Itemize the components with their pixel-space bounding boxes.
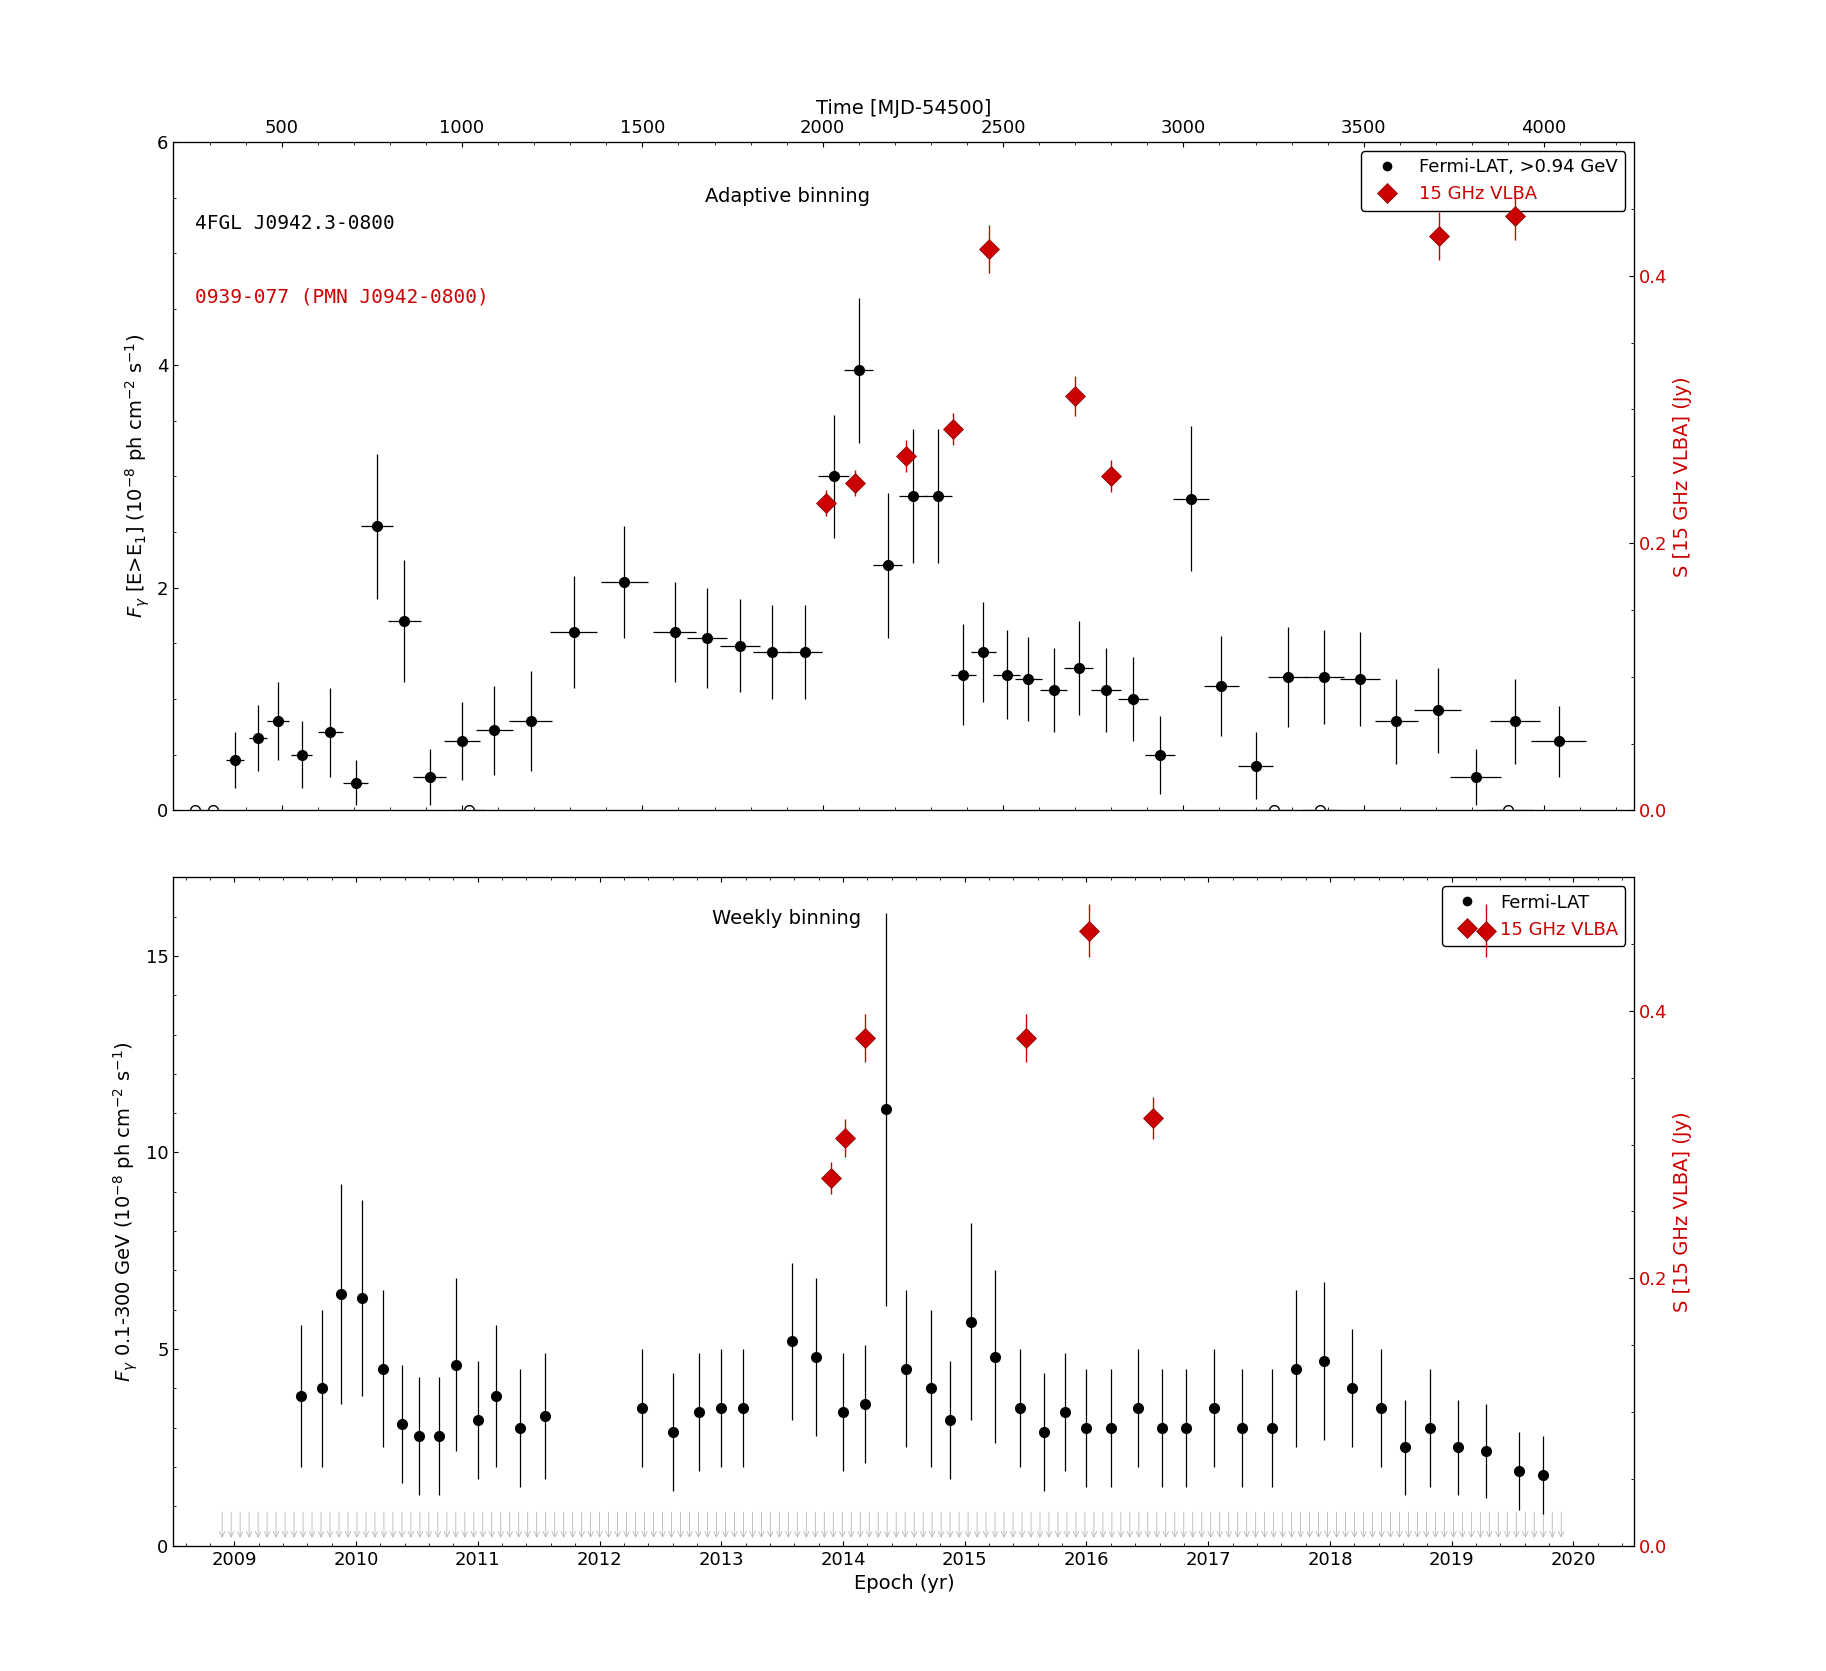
Legend: Fermi-LAT, 15 GHz VLBA: Fermi-LAT, 15 GHz VLBA [1443, 886, 1625, 946]
Text: 0939-077 (PMN J0942-0800): 0939-077 (PMN J0942-0800) [195, 287, 489, 306]
Legend: Fermi-LAT, >0.94 GeV, 15 GHz VLBA: Fermi-LAT, >0.94 GeV, 15 GHz VLBA [1362, 150, 1625, 211]
X-axis label: Epoch (yr): Epoch (yr) [853, 1574, 955, 1592]
Y-axis label: S [15 GHz VLBA] (Jy): S [15 GHz VLBA] (Jy) [1673, 376, 1693, 576]
X-axis label: Time [MJD-54500]: Time [MJD-54500] [816, 99, 992, 117]
Y-axis label: $F_{\gamma}$ 0.1-300 GeV (10$^{-8}$ ph cm$^{-2}$ s$^{-1}$): $F_{\gamma}$ 0.1-300 GeV (10$^{-8}$ ph c… [111, 1041, 141, 1382]
Text: Adaptive binning: Adaptive binning [705, 187, 869, 206]
Y-axis label: $F_{\gamma}$ [E>E$_1$] (10$^{-8}$ ph cm$^{-2}$ s$^{-1}$): $F_{\gamma}$ [E>E$_1$] (10$^{-8}$ ph cm$… [122, 334, 152, 618]
Y-axis label: S [15 GHz VLBA] (Jy): S [15 GHz VLBA] (Jy) [1673, 1111, 1693, 1312]
Text: Weekly binning: Weekly binning [712, 909, 862, 927]
Text: 4FGL J0942.3-0800: 4FGL J0942.3-0800 [195, 214, 394, 232]
